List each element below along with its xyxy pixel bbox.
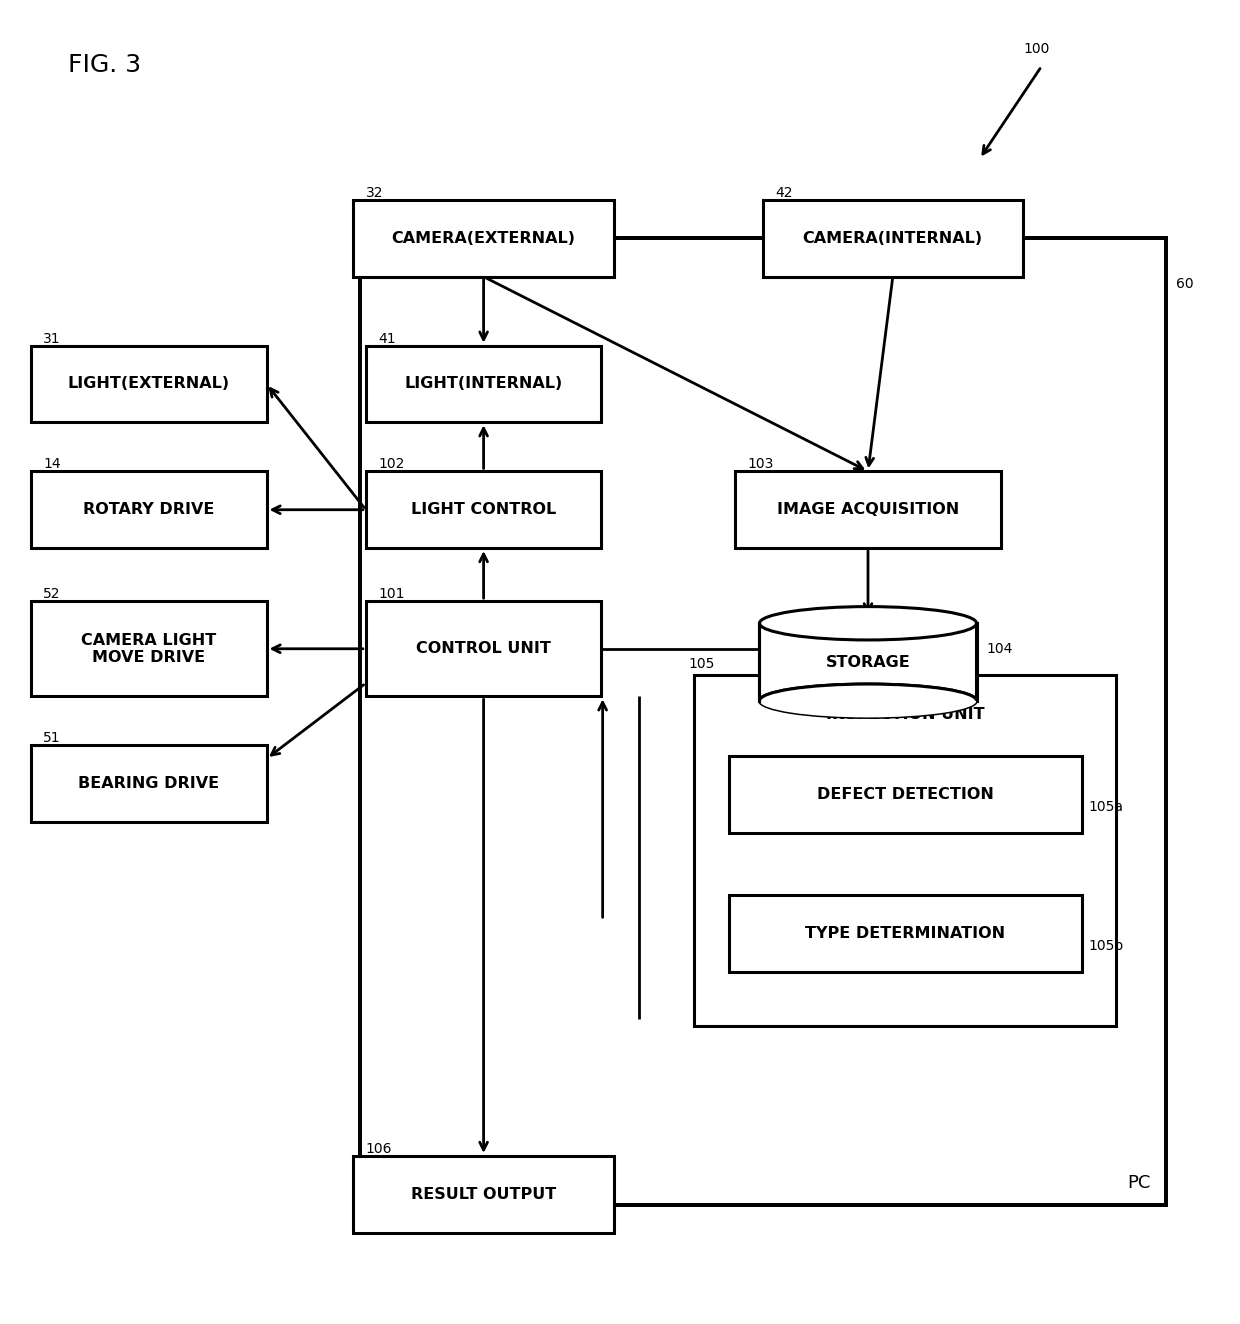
Text: IMAGE ACQUISITION: IMAGE ACQUISITION [777,502,959,518]
Text: 105b: 105b [1089,939,1123,953]
FancyBboxPatch shape [360,238,1166,1205]
Text: 105a: 105a [1089,800,1123,813]
FancyBboxPatch shape [353,1156,614,1233]
Text: 100: 100 [1023,41,1049,56]
Text: TYPE DETERMINATION: TYPE DETERMINATION [805,925,1006,941]
FancyBboxPatch shape [31,745,267,822]
FancyBboxPatch shape [734,471,1001,548]
Ellipse shape [759,606,977,639]
Text: LIGHT(INTERNAL): LIGHT(INTERNAL) [404,376,563,392]
Text: 60: 60 [1176,277,1193,291]
Text: CAMERA LIGHT
MOVE DRIVE: CAMERA LIGHT MOVE DRIVE [81,633,217,665]
FancyBboxPatch shape [31,601,267,696]
Text: RESULT OUTPUT: RESULT OUTPUT [410,1186,557,1202]
Text: 102: 102 [378,457,404,471]
FancyBboxPatch shape [31,346,267,422]
Text: 42: 42 [775,185,792,200]
Text: LIGHT(EXTERNAL): LIGHT(EXTERNAL) [68,376,229,392]
Ellipse shape [759,685,977,718]
Text: INSPECTION UNIT: INSPECTION UNIT [826,707,985,723]
FancyBboxPatch shape [366,601,601,696]
Text: 104: 104 [987,642,1013,657]
Text: 106: 106 [366,1141,392,1156]
Text: 52: 52 [43,587,61,601]
FancyBboxPatch shape [763,200,1023,277]
Bar [759,624,976,700]
Text: BEARING DRIVE: BEARING DRIVE [78,776,219,792]
Text: 41: 41 [378,331,396,346]
FancyBboxPatch shape [31,471,267,548]
FancyBboxPatch shape [366,471,601,548]
Text: LIGHT CONTROL: LIGHT CONTROL [410,502,557,518]
Text: DEFECT DETECTION: DEFECT DETECTION [817,786,993,802]
Text: 31: 31 [43,331,61,346]
Text: 101: 101 [378,587,404,601]
Text: STORAGE: STORAGE [826,654,910,670]
FancyBboxPatch shape [729,756,1081,833]
Text: ROTARY DRIVE: ROTARY DRIVE [83,502,215,518]
FancyBboxPatch shape [366,346,601,422]
Text: 103: 103 [746,457,774,471]
FancyBboxPatch shape [694,675,1116,1026]
Text: 14: 14 [43,457,61,471]
FancyBboxPatch shape [353,200,614,277]
Text: CAMERA(INTERNAL): CAMERA(INTERNAL) [802,230,983,246]
Text: 105: 105 [688,657,714,671]
Text: PC: PC [1127,1173,1151,1192]
Text: 51: 51 [43,731,61,745]
FancyBboxPatch shape [729,895,1081,972]
Text: FIG. 3: FIG. 3 [68,53,141,77]
Text: 32: 32 [366,185,383,200]
Ellipse shape [759,685,977,718]
Text: CONTROL UNIT: CONTROL UNIT [417,641,551,657]
Text: CAMERA(EXTERNAL): CAMERA(EXTERNAL) [392,230,575,246]
